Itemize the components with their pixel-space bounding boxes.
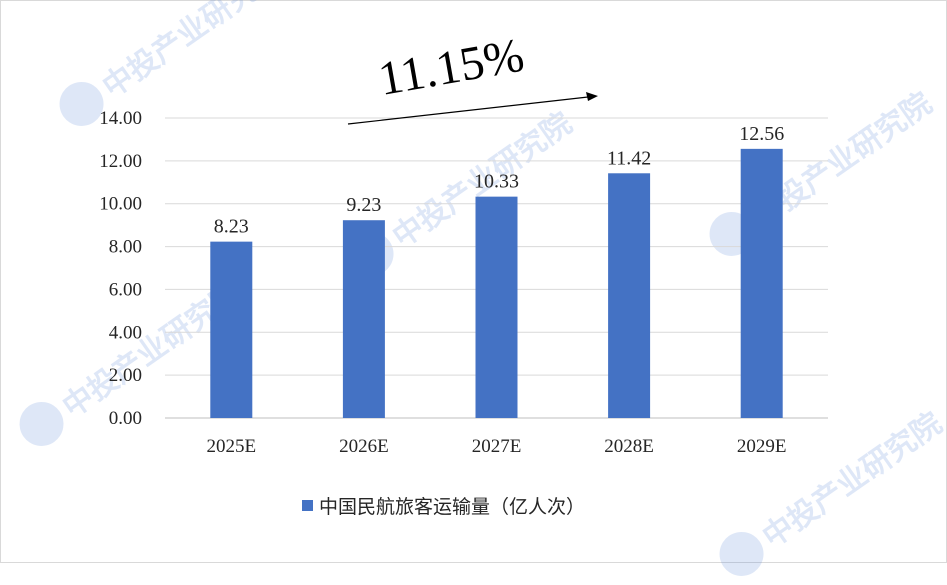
bar xyxy=(740,148,783,418)
y-tick-label: 14.00 xyxy=(99,108,142,129)
y-tick-label: 8.00 xyxy=(109,237,142,258)
data-label: 12.56 xyxy=(739,123,784,145)
data-label: 9.23 xyxy=(346,194,381,216)
legend-swatch xyxy=(302,500,313,511)
chart-frame xyxy=(0,0,947,563)
y-tick-label: 10.00 xyxy=(99,194,142,215)
legend: 中国民航旅客运输量（亿人次） xyxy=(302,492,585,519)
x-tick-label: 2028E xyxy=(604,436,654,457)
x-tick-label: 2025E xyxy=(206,436,256,457)
bar xyxy=(608,173,651,418)
x-tick-label: 2027E xyxy=(472,436,522,457)
data-label: 10.33 xyxy=(474,171,519,193)
y-tick-label: 6.00 xyxy=(109,279,142,300)
y-tick-label: 12.00 xyxy=(99,151,142,172)
x-tick-label: 2029E xyxy=(737,436,787,457)
data-label: 8.23 xyxy=(214,216,249,238)
bar xyxy=(210,241,253,418)
bar-chart: 0.00 2.00 4.00 6.00 8.00 10.00 12.00 14.00 8.23… xyxy=(99,92,828,457)
legend-label: 中国民航旅客运输量（亿人次） xyxy=(319,496,586,518)
bar xyxy=(475,196,518,418)
growth-trend-arrowhead xyxy=(586,92,598,101)
growth-trend-arrow xyxy=(347,96,589,125)
y-tick-label: 4.00 xyxy=(109,322,142,343)
y-tick-label: 0.00 xyxy=(109,408,142,429)
bar xyxy=(342,220,385,418)
y-tick-label: 2.00 xyxy=(109,365,142,386)
data-label: 11.42 xyxy=(607,147,651,169)
x-tick-label: 2026E xyxy=(339,436,389,457)
